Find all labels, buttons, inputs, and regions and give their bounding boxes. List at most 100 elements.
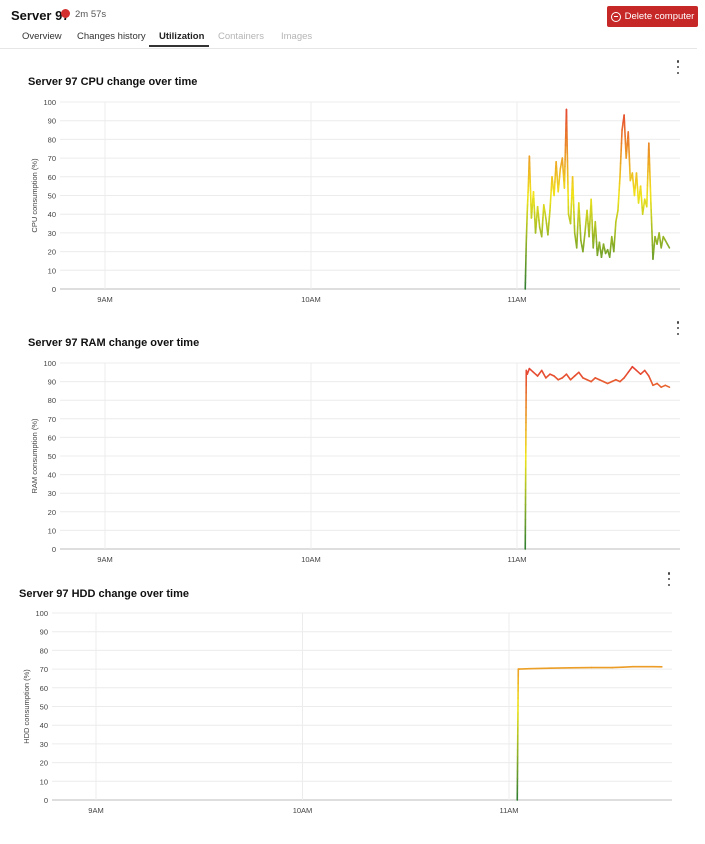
data-point <box>611 236 613 238</box>
y-tick-label: 30 <box>40 740 48 749</box>
active-tab-indicator <box>149 45 209 47</box>
data-point <box>588 236 590 238</box>
series-segment <box>635 369 642 375</box>
data-point <box>609 256 611 258</box>
data-point <box>633 194 636 197</box>
tab-utilization[interactable]: Utilization <box>159 31 205 42</box>
data-point <box>611 667 613 669</box>
series-segment <box>656 237 659 245</box>
y-tick-label: 30 <box>48 489 56 498</box>
series-segment <box>637 196 641 204</box>
y-tick-label: 60 <box>48 433 56 442</box>
data-point <box>559 168 561 170</box>
series-segment <box>561 373 568 379</box>
y-axis-label: HDD consumption (%) <box>22 669 31 744</box>
data-point <box>635 369 638 372</box>
delete-computer-button[interactable]: Delete computer <box>607 6 698 27</box>
series-line <box>516 665 663 801</box>
hdd-chart-more-vert-icon[interactable] <box>667 572 671 586</box>
ram-chart-title: Server 97 RAM change over time <box>28 337 200 349</box>
data-point <box>664 239 666 241</box>
series-segment <box>633 187 636 197</box>
series-segment <box>625 150 628 159</box>
series-segment <box>569 375 576 381</box>
data-point <box>547 234 549 236</box>
data-point <box>561 157 563 159</box>
series-segment <box>547 221 550 230</box>
data-point <box>660 386 662 388</box>
data-point <box>569 222 572 225</box>
data-point <box>549 667 551 669</box>
cpu-chart-title: Server 97 CPU change over time <box>28 76 198 88</box>
series-segment <box>636 187 639 197</box>
y-tick-label: 70 <box>48 415 56 424</box>
series-segment <box>548 215 551 224</box>
y-tick-label: 40 <box>48 471 56 480</box>
data-point <box>668 247 671 249</box>
data-point <box>621 129 623 131</box>
tab-overview[interactable]: Overview <box>22 31 62 42</box>
data-point <box>518 668 520 670</box>
cpu-chart: 0 10 20 30 40 50 60 70 80 90 100 9AM 10AM 11AM CPU con… <box>30 98 680 304</box>
data-point <box>565 108 568 111</box>
data-point <box>627 131 629 133</box>
series-segment <box>531 197 534 206</box>
data-point <box>604 252 607 255</box>
data-point <box>640 185 642 187</box>
data-point <box>607 382 609 385</box>
data-point <box>650 202 652 204</box>
series-segment <box>559 162 563 171</box>
series-segment <box>658 232 661 242</box>
series-segment <box>627 365 634 374</box>
series-segment <box>548 209 551 218</box>
data-point <box>555 161 557 163</box>
data-point <box>543 204 545 206</box>
y-tick-label: 100 <box>35 609 48 618</box>
data-point <box>615 379 617 381</box>
data-point <box>623 377 625 379</box>
series-segment <box>545 217 548 225</box>
data-point <box>592 247 594 249</box>
series-segment <box>537 212 540 222</box>
series-segment <box>545 222 549 230</box>
data-point <box>563 187 565 189</box>
data-point <box>569 379 572 381</box>
data-point <box>578 202 580 204</box>
y-tick-label: 100 <box>43 98 56 107</box>
series-segment <box>555 168 558 178</box>
data-point <box>629 179 631 182</box>
series-segment <box>586 216 589 225</box>
data-point <box>637 202 640 204</box>
series-segment <box>639 185 642 194</box>
series-segment <box>625 144 629 153</box>
series-segment <box>586 209 589 218</box>
series-segment <box>577 371 584 379</box>
x-tick-label: 10AM <box>293 806 313 815</box>
data-point <box>557 379 559 381</box>
data-point <box>613 251 615 253</box>
data-point <box>664 384 666 386</box>
data-point <box>619 176 621 178</box>
series-segment <box>531 204 534 213</box>
data-point <box>517 668 519 670</box>
series-segment <box>631 365 638 372</box>
data-point <box>590 198 592 200</box>
data-point <box>615 221 617 223</box>
series-segment <box>610 235 614 245</box>
series-segment <box>652 250 655 260</box>
cpu-chart-more-vert-icon[interactable] <box>676 60 680 74</box>
x-tick-label: 10AM <box>301 555 321 564</box>
series-segment <box>621 665 634 669</box>
tab-changes-history[interactable]: Changes history <box>77 31 146 42</box>
data-point <box>652 666 655 668</box>
series-segment <box>556 176 559 186</box>
ram-chart-more-vert-icon[interactable] <box>676 321 680 335</box>
series-segment <box>598 241 602 251</box>
data-point <box>656 243 658 245</box>
series-segment <box>582 244 585 253</box>
data-point <box>600 256 603 258</box>
y-tick-label: 40 <box>48 210 56 219</box>
series-segment <box>634 179 637 189</box>
y-tick-label: 50 <box>40 703 48 712</box>
series-segment <box>635 172 638 182</box>
